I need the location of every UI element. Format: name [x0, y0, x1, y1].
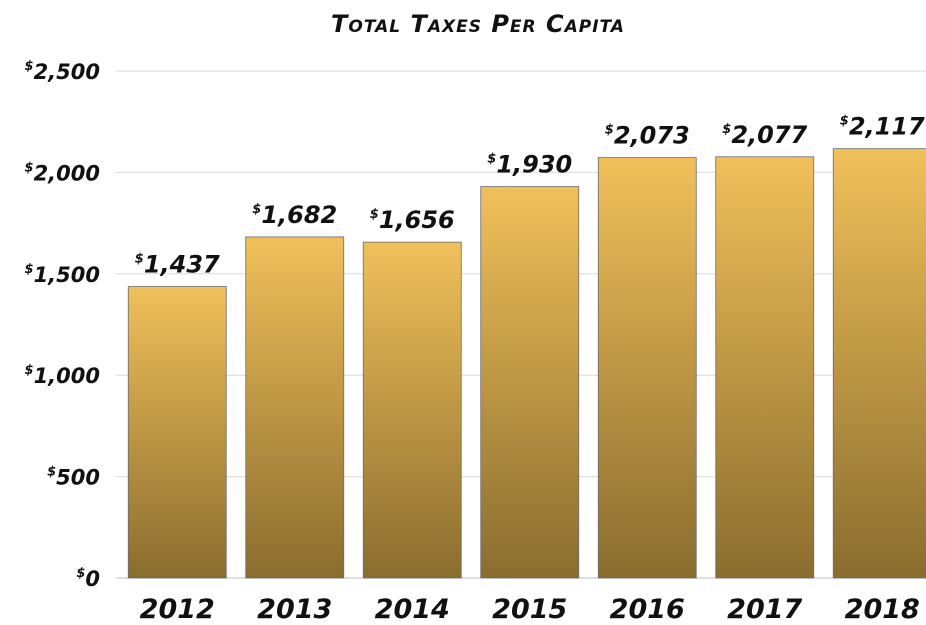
currency-symbol: $ [135, 252, 144, 267]
value-text: 1,682 [261, 201, 337, 229]
data-label: $1,930 [487, 151, 572, 179]
value-text: 2,000 [34, 161, 100, 185]
currency-symbol: $ [47, 465, 56, 480]
bar [480, 186, 580, 579]
bars [127, 148, 926, 579]
currency-symbol: $ [25, 160, 34, 175]
x-tick-label: 2016 [610, 594, 685, 625]
bar [715, 156, 815, 579]
currency-symbol: $ [840, 114, 849, 129]
data-label: $2,117 [840, 113, 925, 141]
value-text: 2,500 [34, 60, 100, 84]
value-text: 1,000 [34, 364, 100, 388]
value-text: 2,073 [614, 122, 690, 150]
value-text: 1,930 [496, 151, 572, 179]
y-tick-label: $2,500 [25, 59, 100, 84]
currency-symbol: $ [487, 152, 496, 167]
value-text: 500 [56, 466, 100, 490]
data-label: $1,656 [370, 206, 455, 234]
x-axis-category-labels: 2012 2013 2014 2015 2016 2017 2018 [140, 594, 920, 625]
bar [245, 236, 345, 579]
value-text: 1,500 [34, 263, 100, 287]
currency-symbol: $ [25, 59, 34, 74]
data-label: $2,077 [722, 121, 807, 149]
currency-symbol: $ [76, 566, 85, 581]
bar [832, 148, 926, 579]
currency-symbol: $ [252, 202, 261, 217]
currency-symbol: $ [370, 207, 379, 222]
value-text: 1,656 [379, 206, 455, 234]
data-labels: $1,437$1,682 $1,656$1,930$2,073 $2,077 $2,1… [135, 113, 925, 279]
bar [127, 286, 227, 579]
x-tick-label: 2018 [845, 594, 920, 625]
y-tick-label: $2,000 [25, 160, 100, 185]
x-tick-label: 2014 [375, 594, 450, 625]
currency-symbol: $ [605, 123, 614, 138]
value-text: 1,437 [144, 251, 220, 279]
currency-symbol: $ [25, 262, 34, 277]
chart-title: Total Taxes Per Capita [331, 10, 625, 38]
data-label: $1,437 [135, 251, 220, 279]
y-tick-label: $500 [47, 465, 100, 490]
x-tick-label: 2012 [140, 594, 215, 625]
data-label: $2,073 [605, 122, 690, 150]
currency-symbol: $ [722, 122, 731, 137]
x-tick-label: 2013 [257, 594, 332, 625]
value-text: 0 [85, 567, 100, 591]
y-tick-label: $1,000 [25, 363, 100, 388]
bar [597, 157, 697, 579]
y-axis-tick-labels: $0$500$1,000$1,500$2,000$2,500 [25, 59, 100, 591]
x-tick-label: 2015 [492, 594, 567, 625]
currency-symbol: $ [25, 363, 34, 378]
value-text: 2,077 [731, 121, 807, 149]
x-tick-label: 2017 [727, 594, 802, 625]
data-label: $1,682 [252, 201, 337, 229]
y-tick-label: $0 [76, 566, 100, 591]
value-text: 2,117 [849, 113, 925, 141]
y-tick-label: $1,500 [25, 262, 100, 287]
bar [362, 241, 462, 579]
